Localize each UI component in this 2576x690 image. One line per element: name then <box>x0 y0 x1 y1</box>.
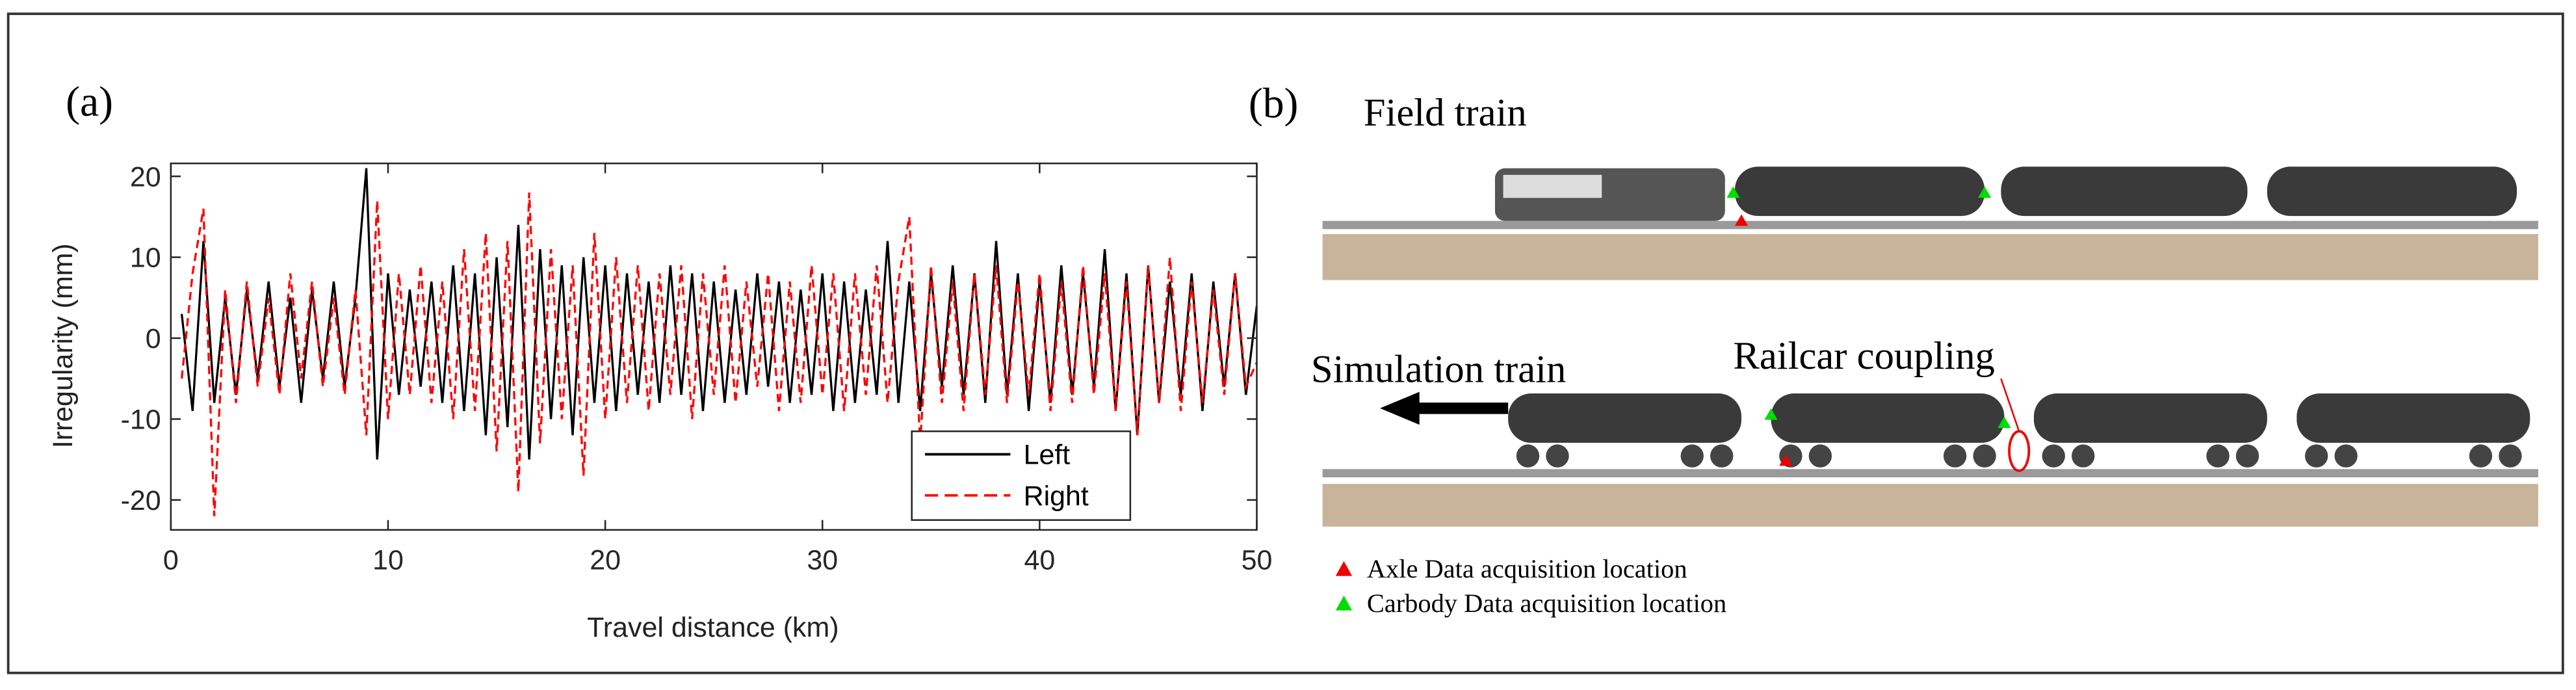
rail <box>1322 220 2538 230</box>
axle-marker <box>1734 214 1749 226</box>
legend-label: Right <box>1024 481 1089 512</box>
tank-car <box>1508 393 1742 443</box>
tank-car <box>2267 166 2517 217</box>
coupling-pointer <box>2000 378 2020 432</box>
diagram: (b) Field train Simulation train Railcar… <box>1249 79 2538 618</box>
y-tick-label: -20 <box>121 485 161 516</box>
rail <box>1322 469 2538 477</box>
ballast <box>1322 233 2538 280</box>
locomotive-camo <box>1503 174 1602 198</box>
carbody-marker <box>1997 416 2011 429</box>
legend-label: Axle Data acquisition location <box>1367 554 1687 583</box>
simulation-train-label: Simulation train <box>1311 347 1566 391</box>
tank-car <box>1734 166 1985 217</box>
field-train-label: Field train <box>1364 91 1527 135</box>
coupling-label: Railcar coupling <box>1733 334 1994 378</box>
y-tick-label: 10 <box>130 243 161 274</box>
panel-label: (a) <box>66 78 113 126</box>
y-axis-label: Irregularity (mm) <box>47 243 79 448</box>
legend-marker <box>1335 561 1353 576</box>
carbody-marker <box>1726 186 1740 198</box>
axes-box <box>170 162 1258 531</box>
x-tick-label: 40 <box>1024 544 1055 576</box>
panel-label: (b) <box>1249 79 1299 127</box>
coupling-marker <box>2008 430 2031 472</box>
legend-label: Left <box>1024 440 1071 471</box>
wheels <box>1516 444 2522 468</box>
tank-car <box>2296 393 2530 443</box>
x-tick-label: 50 <box>1242 544 1273 576</box>
frame <box>7 12 2564 674</box>
tank-car <box>2033 393 2267 443</box>
y-tick-label: 20 <box>130 161 161 192</box>
legend-box <box>911 430 1132 521</box>
y-tick-label: 0 <box>146 323 161 354</box>
legend-label: Carbody Data acquisition location <box>1367 589 1726 618</box>
axle-marker <box>1779 454 1793 466</box>
legend-marker <box>1335 595 1353 611</box>
ballast <box>1322 484 2538 527</box>
x-tick-label: 20 <box>590 544 621 576</box>
carbody-marker <box>1978 186 1992 198</box>
tank-car <box>1771 393 2005 443</box>
x-axis-label: Travel distance (km) <box>587 612 839 643</box>
y-tick-label: -10 <box>121 405 161 436</box>
carbody-marker <box>1764 408 1778 420</box>
x-tick-label: 30 <box>807 544 838 576</box>
tank-car <box>2001 166 2248 217</box>
arrow-head <box>1380 391 1420 425</box>
x-tick-label: 10 <box>372 544 404 576</box>
x-tick-label: 0 <box>163 544 179 576</box>
series-line <box>180 192 1257 516</box>
